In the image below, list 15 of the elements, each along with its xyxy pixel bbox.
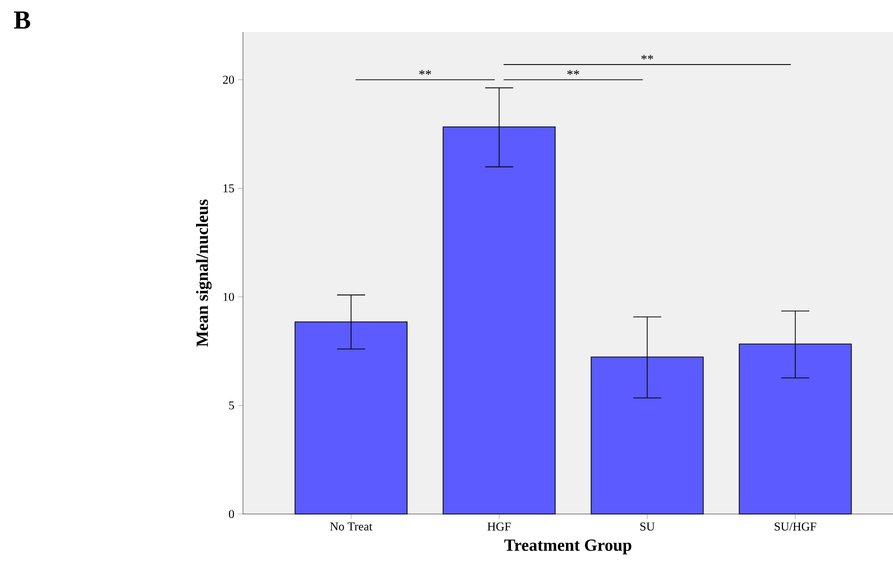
y-tick-label: 5 — [229, 401, 234, 410]
x-tick-label: SU/HGF — [774, 522, 816, 531]
x-tick-label: No Treat — [330, 522, 372, 530]
annotation: ** — [641, 54, 654, 60]
x-axis-title: Treatment Group — [504, 539, 632, 554]
y-tick-label: 15 — [224, 184, 234, 192]
x-tick-label: HGF — [488, 522, 511, 531]
y-tick-label: 20 — [223, 76, 234, 84]
annotation: ** — [567, 70, 580, 75]
y-axis-title: Mean signal/nucleus — [196, 200, 212, 347]
y-tick-label: 10 — [224, 292, 234, 301]
x-tick-label: SU — [640, 522, 655, 531]
y-tick-label: 0 — [228, 510, 234, 518]
text: B — [14, 12, 30, 29]
annotation: ** — [419, 70, 432, 75]
